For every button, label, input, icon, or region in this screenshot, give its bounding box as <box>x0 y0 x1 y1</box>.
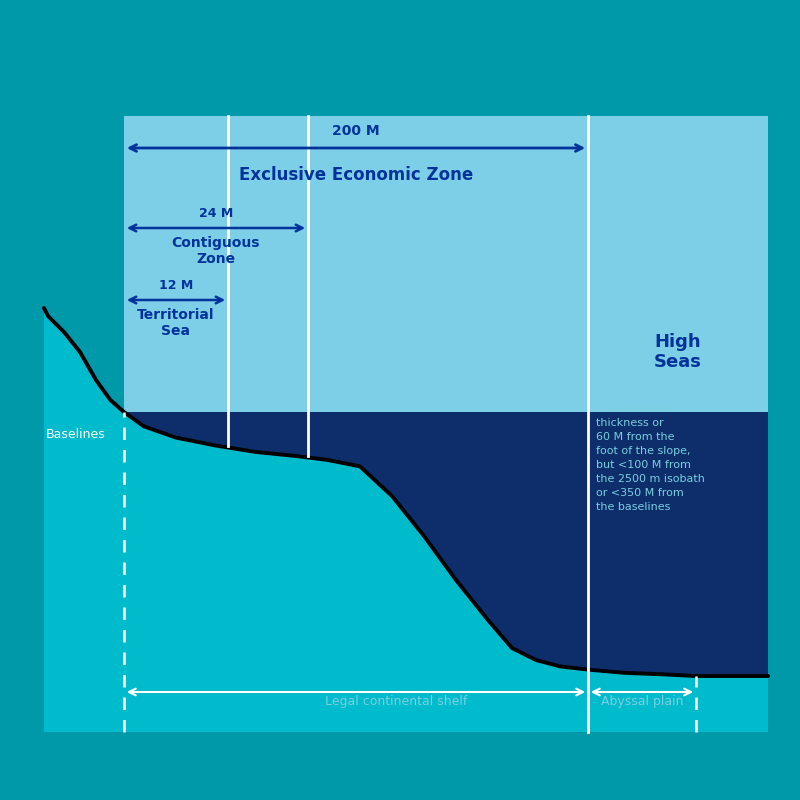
Text: Contiguous
Zone: Contiguous Zone <box>172 236 260 266</box>
Text: Territorial
Sea: Territorial Sea <box>138 308 214 338</box>
Polygon shape <box>44 308 768 732</box>
Text: 24 M: 24 M <box>199 207 233 220</box>
Text: 1% Sediment
thickness or
60 M from the
foot of the slope,
but <100 M from
the 25: 1% Sediment thickness or 60 M from the f… <box>596 404 705 512</box>
Text: High
Seas: High Seas <box>654 333 702 371</box>
Text: Legal continental shelf: Legal continental shelf <box>325 695 467 708</box>
Text: 12 M: 12 M <box>159 279 193 292</box>
Text: Baselines: Baselines <box>46 428 106 441</box>
Polygon shape <box>44 116 124 412</box>
Bar <box>44 412 768 732</box>
Text: Abyssal plain: Abyssal plain <box>601 695 683 708</box>
Text: Exclusive Economic Zone: Exclusive Economic Zone <box>239 166 473 184</box>
Text: 200 M: 200 M <box>332 125 380 138</box>
Bar <box>44 116 768 732</box>
